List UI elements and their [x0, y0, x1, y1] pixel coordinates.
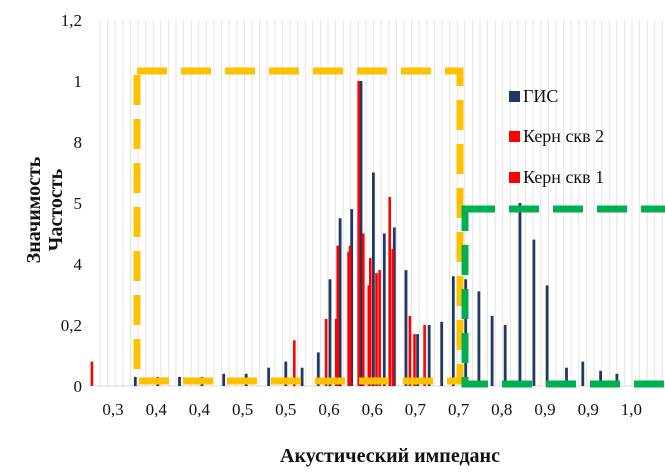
- y-axis-tick-labels: 0 0,2 4 5 8 1 1,2: [61, 11, 83, 396]
- bar-kern-2: [378, 270, 381, 386]
- gridlines: [99, 20, 663, 386]
- x-tick-label: 0,4: [189, 400, 211, 419]
- y-tick-label: 0: [74, 377, 83, 396]
- bar-kern-2: [408, 315, 412, 386]
- bar-gis: [300, 367, 304, 386]
- bar-kern-1: [369, 257, 372, 386]
- bar-gis: [545, 285, 549, 386]
- bar-gis: [267, 367, 271, 386]
- bar-kern-1: [348, 245, 352, 386]
- bar-gis: [565, 367, 568, 386]
- bar-gis: [416, 334, 419, 386]
- bar-gis: [372, 172, 375, 386]
- bar-gis: [503, 325, 507, 386]
- bar-gis: [518, 203, 522, 386]
- bar-gis: [284, 361, 288, 386]
- y-tick-label: 5: [74, 194, 83, 213]
- y-axis-title-significance: Значимость: [23, 156, 45, 263]
- bar-gis: [316, 352, 320, 386]
- x-tick-label: 0,6: [318, 400, 339, 419]
- legend: ГИС Керн скв 2 Керн скв 1: [509, 86, 604, 187]
- bar-kern-2: [293, 340, 296, 387]
- bar-gis: [581, 361, 585, 386]
- x-tick-label: 0,3: [102, 400, 123, 419]
- y-tick-label: 1: [74, 72, 83, 91]
- bar-gis: [464, 279, 468, 387]
- bar-kern-1: [375, 273, 378, 386]
- legend-label-gis: ГИС: [523, 86, 558, 106]
- bar-gis: [178, 376, 181, 386]
- x-tick-label: 0,8: [491, 400, 512, 419]
- bar-gis: [382, 233, 386, 386]
- bar-kern-2: [347, 251, 350, 386]
- x-tick-label: 1,0: [621, 400, 642, 419]
- legend-label-kern-2: Керн скв 2: [523, 126, 604, 146]
- bar-kern-1: [336, 245, 339, 386]
- y-tick-label: 1,2: [61, 11, 82, 30]
- x-tick-label: 0,7: [405, 400, 427, 419]
- y-tick-label: 0,2: [61, 316, 82, 335]
- bar-gis: [350, 209, 354, 386]
- legend-swatch-gis: [509, 91, 520, 102]
- bar-gis: [133, 376, 137, 386]
- x-tick-label: 0,9: [534, 400, 555, 419]
- bar-kern-2: [367, 285, 371, 386]
- bar-gis: [359, 81, 363, 386]
- bar-gis: [615, 373, 619, 386]
- bar-kern-1: [90, 361, 94, 386]
- bar-gis: [440, 321, 444, 386]
- bar-gis: [477, 291, 481, 386]
- bar-kern-1: [362, 233, 365, 386]
- y-axis-title-frequency: Частость: [45, 168, 67, 251]
- bar-kern-2: [388, 196, 391, 386]
- bar-gis: [338, 218, 342, 387]
- bar-gis: [427, 325, 431, 386]
- x-tick-label: 0,6: [362, 400, 383, 419]
- bar-kern-1: [391, 248, 395, 387]
- yellow-dashed-region: [133, 67, 464, 385]
- bar-kern-2: [334, 318, 338, 386]
- legend-label-kern-1: Керн скв 1: [523, 167, 604, 187]
- x-tick-label: 0,4: [146, 400, 168, 419]
- x-tick-label: 0,5: [232, 400, 253, 419]
- bars: [90, 81, 619, 387]
- bar-gis: [451, 276, 455, 386]
- bar-kern-2: [324, 318, 328, 386]
- x-axis-title: Акустический импеданс: [280, 445, 500, 467]
- bar-gis: [599, 370, 602, 387]
- bar-gis: [404, 270, 408, 386]
- bar-gis: [490, 315, 494, 386]
- x-tick-label: 0,7: [448, 400, 470, 419]
- bar-gis: [328, 279, 332, 387]
- green-dashed-region: [461, 205, 665, 388]
- x-tick-label: 0,9: [578, 400, 599, 419]
- legend-swatch-kern-2: [509, 131, 520, 142]
- legend-swatch-kern-1: [509, 172, 520, 183]
- bar-kern-2: [357, 81, 360, 386]
- y-tick-label: 8: [74, 133, 83, 152]
- bar-kern-2: [423, 325, 426, 386]
- bar-kern-2: [413, 334, 416, 386]
- bar-gis: [392, 227, 396, 386]
- bar-gis: [222, 373, 226, 386]
- x-axis-tick-labels: 0,3 0,4 0,4 0,5 0,5 0,6 0,6 0,7 0,7 0,8 0,9 0,9 1,0: [102, 400, 642, 419]
- y-tick-label: 4: [74, 255, 83, 274]
- bar-gis: [532, 239, 536, 386]
- x-tick-label: 0,5: [275, 400, 296, 419]
